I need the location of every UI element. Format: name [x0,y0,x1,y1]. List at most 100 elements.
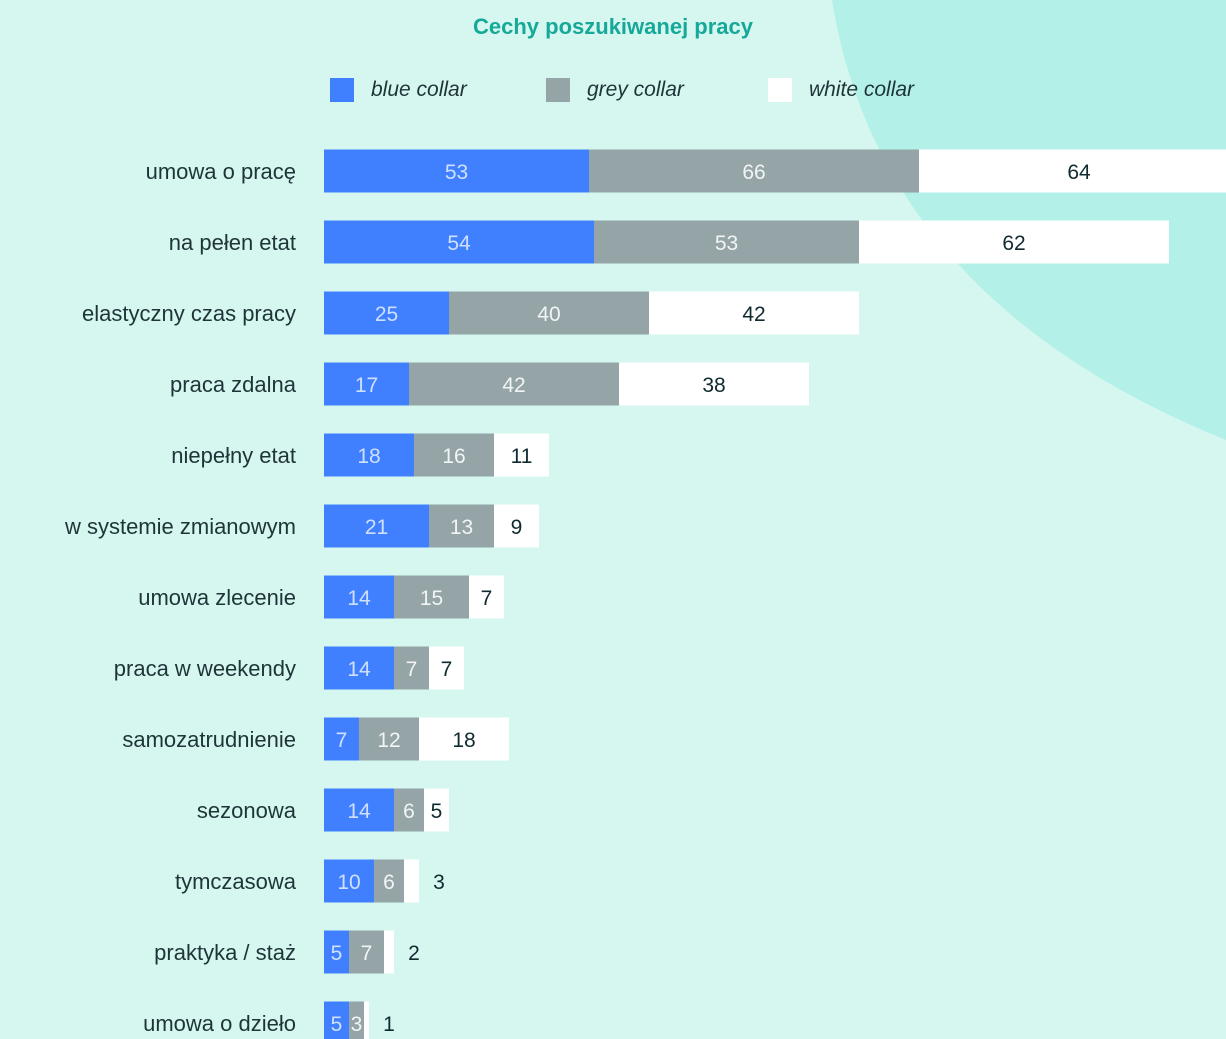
bar-segment-white-collar-samozatrudnienie [419,717,509,761]
value-label-blue-collar-na-pelen-etat: 54 [447,232,471,255]
value-label-blue-collar-praca-zdalna: 17 [355,374,378,397]
category-label-na-pelen-etat: na pełen etat [169,230,296,255]
bar-segment-grey-collar-elastyczny-czas-pracy [449,291,649,335]
legend-label-blue-collar: blue collar [371,78,467,101]
value-label-grey-collar-umowa-o-dzielo: 3 [351,1013,363,1036]
value-label-grey-collar-na-pelen-etat: 53 [715,232,738,255]
value-label-blue-collar-praktyka-staz: 5 [331,942,343,965]
value-label-grey-collar-praktyka-staz: 7 [361,942,373,965]
value-label-grey-collar-tymczasowa: 6 [383,871,395,894]
value-label-white-collar-umowa-o-prace: 64 [1067,161,1091,184]
value-label-grey-collar-praca-zdalna: 42 [502,374,525,397]
category-label-praca-w-weekendy: praca w weekendy [114,656,296,681]
value-label-grey-collar-w-systemie-zmianowym: 13 [450,516,473,539]
legend-label-grey-collar: grey collar [587,78,684,101]
value-label-white-collar-umowa-zlecenie: 7 [481,587,493,610]
bar-segment-grey-collar-tymczasowa [374,859,404,903]
value-label-white-collar-sezonowa: 5 [431,800,443,823]
value-label-blue-collar-umowa-o-dzielo: 5 [331,1013,343,1036]
bar-segment-grey-collar-sezonowa [394,788,424,832]
category-label-sezonowa: sezonowa [197,798,297,823]
legend-swatch-grey-collar [546,78,570,102]
value-label-blue-collar-tymczasowa: 10 [337,871,360,894]
value-label-white-collar-praktyka-staz: 2 [408,942,420,965]
bar-segment-grey-collar-praca-zdalna [409,362,619,406]
value-label-grey-collar-niepelny-etat: 16 [442,445,465,468]
value-label-white-collar-niepelny-etat: 11 [511,445,533,468]
category-label-samozatrudnienie: samozatrudnienie [122,727,296,752]
bar-segment-grey-collar-praktyka-staz [349,930,384,974]
bar-segment-blue-collar-sezonowa [324,788,394,832]
legend-swatch-blue-collar [330,78,354,102]
bar-segment-white-collar-umowa-o-prace [919,149,1226,193]
value-label-blue-collar-umowa-zlecenie: 14 [347,587,371,610]
bar-segment-white-collar-tymczasowa [404,859,419,903]
bar-segment-grey-collar-w-systemie-zmianowym [429,504,494,548]
bar-segment-white-collar-niepelny-etat [494,433,549,477]
value-label-blue-collar-elastyczny-czas-pracy: 25 [375,303,398,326]
value-label-white-collar-praca-w-weekendy: 7 [441,658,453,681]
value-label-grey-collar-praca-w-weekendy: 7 [406,658,418,681]
value-label-white-collar-praca-zdalna: 38 [702,374,725,397]
category-label-praktyka-staz: praktyka / staż [154,940,296,965]
value-label-grey-collar-umowa-zlecenie: 15 [420,587,443,610]
bar-segment-blue-collar-praca-w-weekendy [324,646,394,690]
value-label-white-collar-na-pelen-etat: 62 [1002,232,1025,255]
bar-segment-grey-collar-umowa-o-prace [589,149,919,193]
bar-segment-white-collar-na-pelen-etat [859,220,1169,264]
value-label-white-collar-elastyczny-czas-pracy: 42 [742,303,765,326]
bar-segment-blue-collar-umowa-zlecenie [324,575,394,619]
value-label-blue-collar-umowa-o-prace: 53 [445,161,468,184]
bar-segment-grey-collar-praca-w-weekendy [394,646,429,690]
value-label-blue-collar-w-systemie-zmianowym: 21 [365,516,388,539]
category-label-umowa-zlecenie: umowa zlecenie [138,585,296,610]
bar-segment-grey-collar-samozatrudnienie [359,717,419,761]
bar-segment-blue-collar-w-systemie-zmianowym [324,504,429,548]
bar-segment-blue-collar-samozatrudnienie [324,717,359,761]
bar-segment-grey-collar-niepelny-etat [414,433,494,477]
bar-segment-blue-collar-na-pelen-etat [324,220,594,264]
bar-segment-blue-collar-praca-zdalna [324,362,409,406]
bar-segment-white-collar-elastyczny-czas-pracy [649,291,859,335]
bar-segment-grey-collar-na-pelen-etat [594,220,859,264]
category-label-w-systemie-zmianowym: w systemie zmianowym [64,514,296,539]
value-label-grey-collar-umowa-o-prace: 66 [742,161,765,184]
value-label-white-collar-samozatrudnienie: 18 [452,729,475,752]
value-label-blue-collar-sezonowa: 14 [347,800,371,823]
legend: blue collar grey collar white collar [0,78,1226,106]
value-label-grey-collar-elastyczny-czas-pracy: 40 [537,303,560,326]
bar-segment-blue-collar-praktyka-staz [324,930,349,974]
value-label-grey-collar-sezonowa: 6 [403,800,415,823]
legend-item-white-collar: white collar [768,78,914,102]
value-label-white-collar-umowa-o-dzielo: 1 [383,1013,395,1036]
value-label-white-collar-w-systemie-zmianowym: 9 [511,516,523,539]
bar-segment-grey-collar-umowa-zlecenie [394,575,469,619]
legend-item-grey-collar: grey collar [546,78,684,102]
category-label-umowa-o-dzielo: umowa o dzieło [143,1011,296,1036]
chart-title: Cechy poszukiwanej pracy [473,14,753,39]
value-label-blue-collar-niepelny-etat: 18 [357,445,380,468]
bar-segment-blue-collar-umowa-o-dzielo [324,1001,349,1039]
bar-segment-white-collar-sezonowa [424,788,449,832]
bar-segment-white-collar-praca-zdalna [619,362,809,406]
bar-segment-blue-collar-tymczasowa [324,859,374,903]
value-label-white-collar-tymczasowa: 3 [433,871,445,894]
bar-segment-white-collar-w-systemie-zmianowym [494,504,539,548]
bar-segment-blue-collar-umowa-o-prace [324,149,589,193]
bar-segment-grey-collar-umowa-o-dzielo [349,1001,364,1039]
legend-item-blue-collar: blue collar [330,78,467,102]
bar-segment-blue-collar-elastyczny-czas-pracy [324,291,449,335]
value-label-blue-collar-samozatrudnienie: 7 [336,729,348,752]
legend-swatch-white-collar [768,78,792,102]
category-label-tymczasowa: tymczasowa [175,869,297,894]
value-label-blue-collar-praca-w-weekendy: 14 [347,658,371,681]
category-label-umowa-o-prace: umowa o pracę [146,159,296,184]
category-label-niepelny-etat: niepełny etat [171,443,296,468]
bar-segment-white-collar-umowa-o-dzielo [364,1001,369,1039]
category-label-praca-zdalna: praca zdalna [170,372,297,397]
bar-segment-white-collar-praktyka-staz [384,930,394,974]
legend-label-white-collar: white collar [809,78,915,101]
category-label-elastyczny-czas-pracy: elastyczny czas pracy [82,301,296,326]
